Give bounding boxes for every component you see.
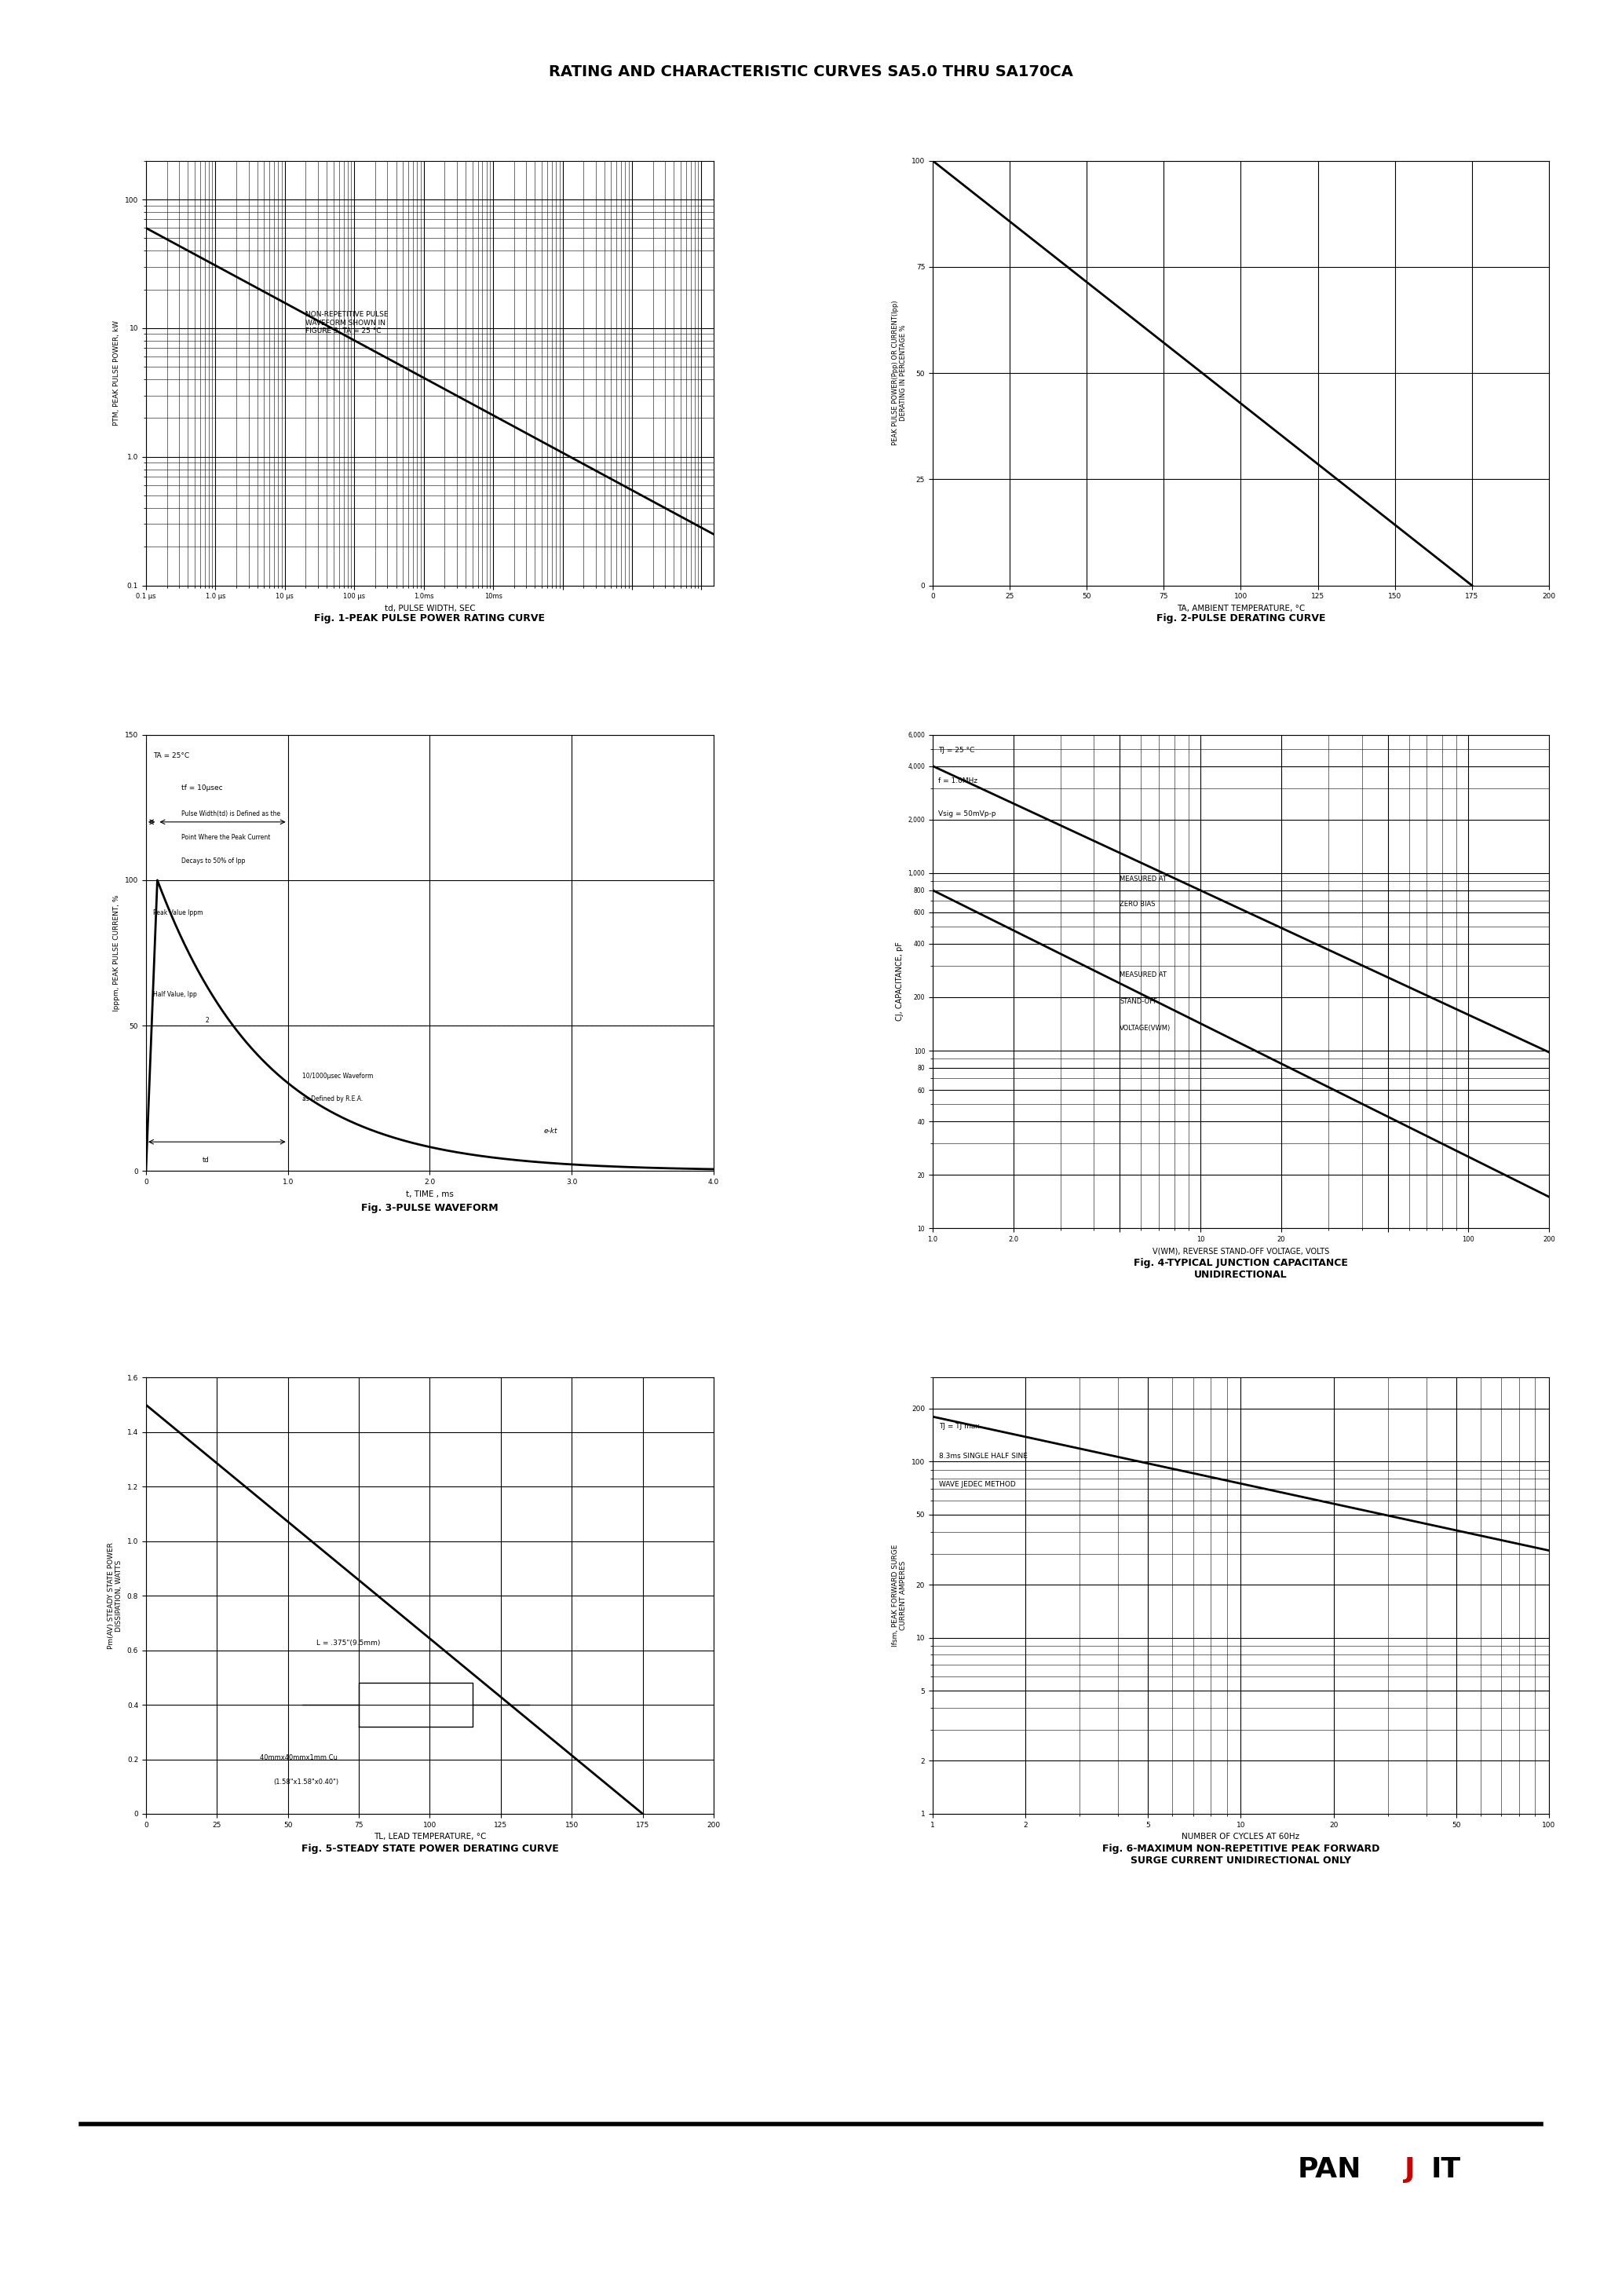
X-axis label: td, PULSE WIDTH, SEC: td, PULSE WIDTH, SEC xyxy=(384,604,475,613)
Text: 8.3ms SINGLE HALF SINE: 8.3ms SINGLE HALF SINE xyxy=(939,1453,1028,1460)
Text: (1.58"x1.58"x0.40"): (1.58"x1.58"x0.40") xyxy=(274,1779,339,1786)
Text: Fig. 3-PULSE WAVEFORM: Fig. 3-PULSE WAVEFORM xyxy=(362,1203,498,1212)
Text: MEASURED AT: MEASURED AT xyxy=(1119,875,1166,882)
Text: ZERO BIAS: ZERO BIAS xyxy=(1119,900,1155,907)
Text: Fig. 4-TYPICAL JUNCTION CAPACITANCE
UNIDIRECTIONAL: Fig. 4-TYPICAL JUNCTION CAPACITANCE UNID… xyxy=(1134,1258,1348,1281)
Text: Point Where the Peak Current: Point Where the Peak Current xyxy=(182,833,271,840)
Text: Peak Value Ippm: Peak Value Ippm xyxy=(152,909,203,916)
Text: Half Value, Ipp: Half Value, Ipp xyxy=(152,992,196,999)
Text: PAN: PAN xyxy=(1298,2156,1361,2183)
Text: td: td xyxy=(203,1157,209,1164)
Text: WAVE JEDEC METHOD: WAVE JEDEC METHOD xyxy=(939,1481,1015,1488)
Text: TJ = 25 °C: TJ = 25 °C xyxy=(938,746,975,753)
Y-axis label: PEAK PULSE POWER(Ppp) OR CURRENT(Ipp)
DERATING IN PERCENTAGE %: PEAK PULSE POWER(Ppp) OR CURRENT(Ipp) DE… xyxy=(892,301,907,445)
Text: STAND-OFF: STAND-OFF xyxy=(1119,999,1158,1006)
X-axis label: TL, LEAD TEMPERATURE, °C: TL, LEAD TEMPERATURE, °C xyxy=(373,1832,487,1841)
X-axis label: t, TIME , ms: t, TIME , ms xyxy=(406,1189,454,1199)
X-axis label: V(WM), REVERSE STAND-OFF VOLTAGE, VOLTS: V(WM), REVERSE STAND-OFF VOLTAGE, VOLTS xyxy=(1152,1247,1330,1256)
Y-axis label: PTM, PEAK PULSE POWER, kW: PTM, PEAK PULSE POWER, kW xyxy=(114,321,120,425)
Text: L = .375"(9.5mm): L = .375"(9.5mm) xyxy=(316,1639,380,1646)
X-axis label: NUMBER OF CYCLES AT 60Hz: NUMBER OF CYCLES AT 60Hz xyxy=(1182,1832,1299,1841)
Text: Pulse Width(td) is Defined as the: Pulse Width(td) is Defined as the xyxy=(182,810,281,817)
Text: MEASURED AT: MEASURED AT xyxy=(1119,971,1166,978)
Text: f = 1.0MHz: f = 1.0MHz xyxy=(938,778,978,785)
Text: NON-REPETITIVE PULSE
WAVEFORM SHOWN IN
FIGURE 3  TA = 25 °C: NON-REPETITIVE PULSE WAVEFORM SHOWN IN F… xyxy=(307,310,389,335)
Text: TJ = TJ max: TJ = TJ max xyxy=(939,1424,980,1430)
Text: TA = 25°C: TA = 25°C xyxy=(152,753,190,760)
Text: Fig. 6-MAXIMUM NON-REPETITIVE PEAK FORWARD
SURGE CURRENT UNIDIRECTIONAL ONLY: Fig. 6-MAXIMUM NON-REPETITIVE PEAK FORWA… xyxy=(1101,1844,1380,1867)
X-axis label: TA, AMBIENT TEMPERATURE, °C: TA, AMBIENT TEMPERATURE, °C xyxy=(1176,604,1306,613)
Text: VOLTAGE(VWM): VOLTAGE(VWM) xyxy=(1119,1024,1171,1031)
Text: Vsig = 50mVp-p: Vsig = 50mVp-p xyxy=(938,810,996,817)
Text: Fig. 2-PULSE DERATING CURVE: Fig. 2-PULSE DERATING CURVE xyxy=(1156,613,1325,622)
Y-axis label: Pm(AV) STEADY STATE POWER
DISSIPATION, WATTS: Pm(AV) STEADY STATE POWER DISSIPATION, W… xyxy=(107,1543,123,1649)
Text: 2: 2 xyxy=(206,1017,209,1024)
Text: Decays to 50% of Ipp: Decays to 50% of Ipp xyxy=(182,856,245,863)
Text: Fig. 5-STEADY STATE POWER DERATING CURVE: Fig. 5-STEADY STATE POWER DERATING CURVE xyxy=(302,1844,558,1853)
Text: e-kt: e-kt xyxy=(543,1127,556,1134)
Text: 10/1000μsec Waveform: 10/1000μsec Waveform xyxy=(302,1072,373,1079)
Y-axis label: CJ, CAPACITANCE, pF: CJ, CAPACITANCE, pF xyxy=(895,941,903,1022)
Text: tf = 10μsec: tf = 10μsec xyxy=(182,785,222,792)
Text: 40mmx40mmx1mm Cu: 40mmx40mmx1mm Cu xyxy=(260,1754,337,1761)
Y-axis label: Ipppm, PEAK PULSE CURRENT, %: Ipppm, PEAK PULSE CURRENT, % xyxy=(114,895,120,1010)
Text: J: J xyxy=(1405,2156,1416,2183)
Y-axis label: Ifsm, PEAK FORWARD SURGE
CURRENT AMPERES: Ifsm, PEAK FORWARD SURGE CURRENT AMPERES xyxy=(892,1545,907,1646)
Text: RATING AND CHARACTERISTIC CURVES SA5.0 THRU SA170CA: RATING AND CHARACTERISTIC CURVES SA5.0 T… xyxy=(548,64,1074,78)
Text: as Defined by R.E.A.: as Defined by R.E.A. xyxy=(302,1095,363,1102)
Text: IT: IT xyxy=(1431,2156,1460,2183)
Text: Fig. 1-PEAK PULSE POWER RATING CURVE: Fig. 1-PEAK PULSE POWER RATING CURVE xyxy=(315,613,545,622)
